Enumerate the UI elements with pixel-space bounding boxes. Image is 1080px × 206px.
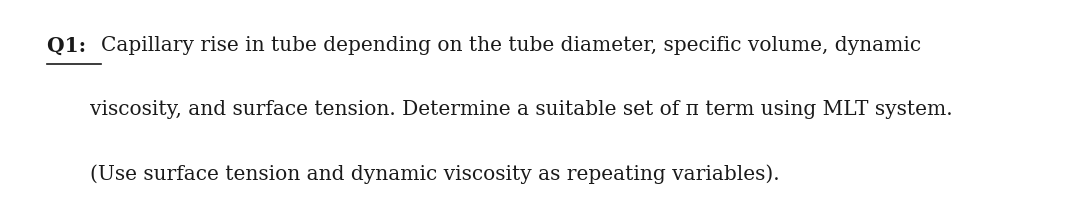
Text: Capillary rise in tube depending on the tube diameter, specific volume, dynamic: Capillary rise in tube depending on the … (100, 36, 921, 55)
Text: (Use surface tension and dynamic viscosity as repeating variables).: (Use surface tension and dynamic viscosi… (90, 163, 780, 183)
Text: Q1:: Q1: (46, 35, 93, 55)
Text: viscosity, and surface tension. Determine a suitable set of π term using MLT sys: viscosity, and surface tension. Determin… (90, 100, 953, 119)
